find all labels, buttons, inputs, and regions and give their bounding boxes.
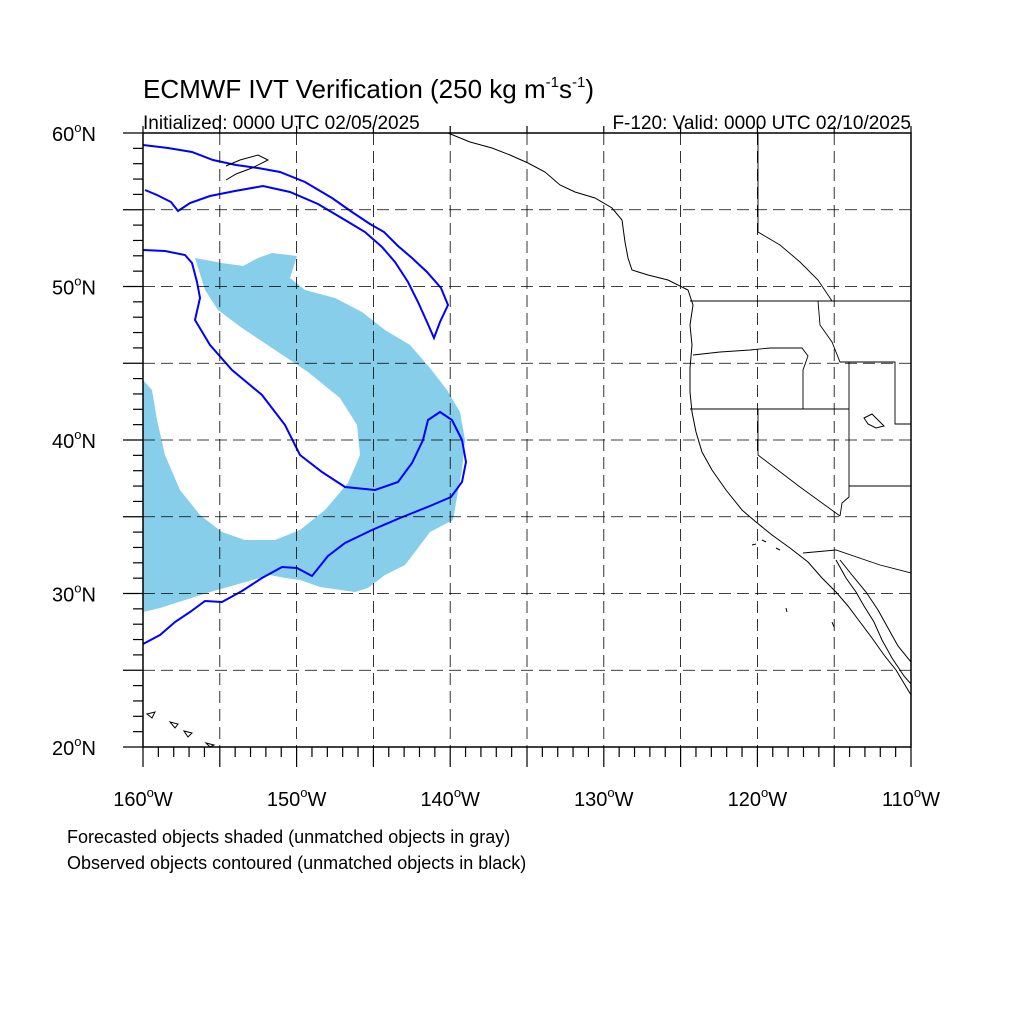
latitude-labels: 20oN 30oN 40oN 50oN 60oN	[52, 120, 96, 760]
lon-label: 150oW	[267, 785, 327, 811]
lon-label: 130oW	[574, 785, 634, 811]
forecast-ivt-object	[143, 253, 465, 612]
channel-islands	[751, 539, 835, 628]
lat-label: 40oN	[52, 427, 96, 453]
observed-contours	[143, 144, 468, 645]
lon-label: 110oW	[882, 785, 940, 811]
lon-label: 120oW	[728, 785, 788, 811]
lat-label: 30oN	[52, 581, 96, 607]
coastline-west-north-america	[447, 133, 911, 696]
lon-label: 140oW	[420, 785, 480, 811]
lat-label: 60oN	[52, 120, 96, 146]
us-mexico-border	[802, 549, 911, 574]
lat-lon-grid	[143, 133, 911, 747]
coastline-gulf-of-california	[839, 559, 911, 663]
lat-label: 20oN	[52, 734, 96, 760]
idaho-border	[817, 300, 850, 409]
valid-time: F-120: Valid: 0000 UTC 02/10/2025	[612, 113, 911, 134]
nevada-arizona-border	[839, 409, 850, 517]
forecast-legend-note: Forecasted objects shaded (unmatched obj…	[67, 827, 510, 847]
idaho-montana-border	[849, 361, 911, 425]
axis-ticks	[123, 126, 912, 767]
longitude-labels: 160oW 150oW 140oW 130oW 120oW 110oW	[113, 785, 940, 811]
coastline-alaska	[225, 154, 270, 181]
coastlines	[145, 133, 911, 747]
coastline-baja	[835, 559, 911, 685]
figure-title: ECMWF IVT Verification (250 kg m-1s-1)	[143, 74, 594, 104]
observed-contour-north	[143, 144, 450, 341]
lat-label: 50oN	[52, 274, 96, 300]
washington-oregon-border	[692, 347, 809, 409]
lon-label: 160oW	[113, 785, 173, 811]
political-boundaries	[690, 133, 911, 574]
initialized-time: Initialized: 0000 UTC 02/05/2025	[143, 113, 420, 134]
hawaii-islands	[145, 711, 216, 747]
bc-alberta-border	[757, 133, 833, 302]
california-nevada-border	[757, 409, 841, 517]
observed-contour-south	[143, 249, 468, 645]
observed-legend-note: Observed objects contoured (unmatched ob…	[67, 853, 526, 873]
great-salt-lake	[863, 413, 885, 429]
